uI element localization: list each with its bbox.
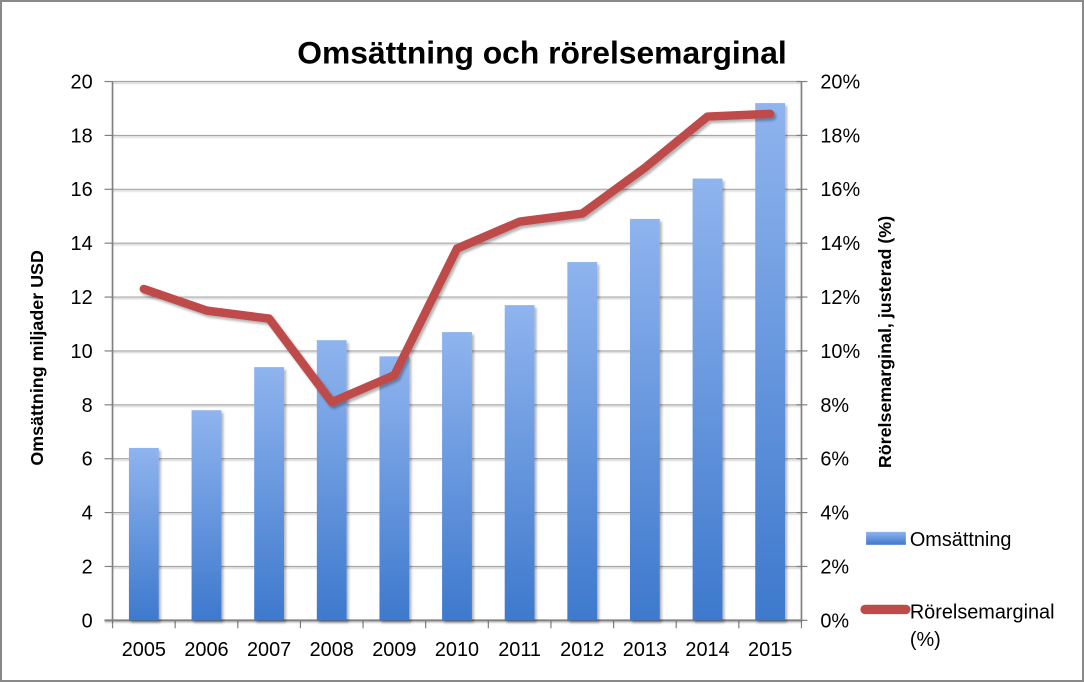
- legend-label-rorelsemarginal-line2: (%): [910, 629, 941, 651]
- y-right-tick-label: 20%: [820, 71, 860, 93]
- x-axis-tick-label: 2010: [435, 639, 479, 661]
- y-right-tick-label: 0%: [820, 610, 849, 632]
- x-axis-tick-label: 2012: [560, 639, 604, 661]
- bar-2007: [254, 367, 285, 621]
- y-left-tick-label: 16: [71, 179, 93, 201]
- bar-2014: [692, 178, 723, 621]
- y-left-tick-label: 12: [71, 287, 93, 309]
- y-left-tick-label: 0: [82, 610, 93, 632]
- y-right-tick-label: 18%: [820, 125, 860, 147]
- x-axis-tick-label: 2015: [748, 639, 792, 661]
- y-left-tick-label: 14: [71, 233, 93, 255]
- x-axis-tick-label: 2006: [184, 639, 228, 661]
- y-right-tick-label: 10%: [820, 341, 860, 363]
- y-left-tick-label: 18: [71, 125, 93, 147]
- bar-series-omsattning: [128, 103, 786, 621]
- y-right-axis-labels: 0% 2% 4% 6% 8% 10% 12% 14% 16% 18% 20%: [820, 71, 860, 632]
- x-axis-labels: 2005 2006 2007 2008 2009 2010 2011 2012 2013 2014…: [122, 639, 793, 661]
- bar-2009: [379, 356, 410, 621]
- y-right-tick-label: 6%: [820, 449, 849, 471]
- y-left-axis-title: Omsättning miljader USD: [27, 250, 47, 466]
- line-series-rorelsemarginal: [139, 109, 775, 407]
- y-left-axis-labels: 0 2 4 6 8 10 12 14 16 18 20: [71, 71, 93, 632]
- x-axis-tick-label: 2014: [685, 639, 729, 661]
- bar-2005: [128, 447, 159, 621]
- x-axis-tick-label: 2007: [247, 639, 291, 661]
- y-right-tick-label: 14%: [820, 233, 860, 255]
- y-left-tick-label: 4: [82, 503, 93, 525]
- y-right-axis-title: Rörelsemarginal, justerad (%): [875, 216, 895, 468]
- bar-2010: [442, 332, 472, 621]
- y-right-tick-label: 4%: [820, 503, 849, 525]
- y-right-tick-label: 2%: [820, 556, 849, 578]
- y-right-tick-label: 8%: [820, 395, 849, 417]
- y-left-tick-label: 2: [82, 556, 93, 578]
- legend: Omsättning Rörelsemarginal (%): [860, 529, 1055, 651]
- x-axis-tick-label: 2011: [498, 639, 541, 661]
- x-axis-tick-label: 2008: [310, 639, 354, 661]
- y-left-tick-label: 10: [71, 341, 93, 363]
- y-left-tick-label: 6: [82, 449, 93, 471]
- legend-label-rorelsemarginal-line1: Rörelsemarginal: [910, 601, 1055, 623]
- chart-title: Omsättning och rörelsemarginal: [297, 35, 786, 71]
- line-series-path: [139, 109, 775, 407]
- y-right-tick-label: 16%: [820, 179, 860, 201]
- bar-2006: [191, 410, 222, 621]
- x-axis-tick-label: 2005: [122, 639, 166, 661]
- y-left-tick-label: 8: [82, 395, 93, 417]
- bar-2015: [755, 103, 786, 621]
- x-axis-tick-label: 2013: [623, 639, 667, 661]
- bar-2011: [504, 305, 535, 621]
- legend-bar-swatch: [866, 531, 906, 545]
- x-axis-tick-label: 2009: [372, 639, 416, 661]
- bar-2012: [567, 262, 598, 621]
- bar-2013: [629, 218, 660, 621]
- y-right-tick-label: 12%: [820, 287, 860, 309]
- y-left-tick-label: 20: [71, 71, 93, 93]
- legend-label-omsattning: Omsättning: [910, 529, 1012, 551]
